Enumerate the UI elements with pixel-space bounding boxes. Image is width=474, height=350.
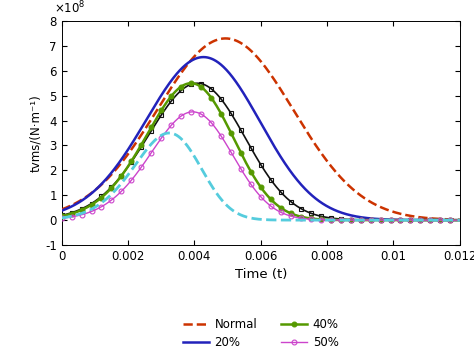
40%	[301, 215, 307, 219]
30%	[83, 204, 89, 209]
Normal	[402, 213, 408, 217]
Line: Normal: Normal	[62, 38, 460, 220]
20%	[457, 218, 463, 222]
50%	[361, 218, 367, 222]
Line: 60%: 60%	[62, 133, 460, 220]
20%	[291, 173, 296, 177]
Line: 30%: 30%	[60, 81, 462, 222]
Line: 20%: 20%	[62, 57, 460, 220]
30%	[301, 208, 307, 212]
20%	[201, 55, 207, 59]
Normal	[223, 36, 228, 41]
50%	[190, 110, 195, 114]
Normal	[457, 218, 463, 222]
20%	[361, 216, 367, 220]
40%	[361, 218, 367, 222]
40%	[313, 217, 319, 221]
Normal	[59, 207, 64, 211]
60%	[402, 218, 408, 222]
60%	[83, 210, 89, 214]
30%	[402, 218, 408, 222]
50%	[83, 211, 89, 216]
60%	[59, 216, 64, 220]
30%	[313, 213, 319, 217]
Y-axis label: tvms/(N·m⁻¹): tvms/(N·m⁻¹)	[29, 94, 42, 172]
50%	[291, 215, 296, 219]
40%	[59, 214, 64, 218]
50%	[313, 217, 319, 222]
20%	[301, 186, 307, 190]
Normal	[291, 108, 296, 112]
20%	[59, 209, 64, 213]
40%	[188, 81, 194, 85]
60%	[166, 131, 172, 135]
Normal	[83, 195, 89, 199]
30%	[194, 81, 200, 85]
30%	[457, 218, 463, 222]
50%	[301, 217, 307, 221]
30%	[291, 202, 296, 206]
40%	[83, 206, 89, 210]
Normal	[313, 143, 319, 147]
40%	[402, 218, 408, 222]
40%	[291, 212, 296, 216]
50%	[59, 216, 64, 221]
50%	[457, 218, 463, 222]
X-axis label: Time (t): Time (t)	[235, 268, 287, 281]
40%	[457, 218, 463, 222]
50%	[402, 218, 408, 222]
60%	[301, 218, 307, 222]
Line: 40%: 40%	[59, 81, 462, 223]
60%	[313, 218, 319, 222]
60%	[361, 218, 367, 222]
30%	[361, 218, 367, 222]
20%	[83, 196, 89, 200]
Text: $\times10^8$: $\times10^8$	[54, 0, 85, 16]
20%	[313, 196, 319, 201]
Normal	[361, 196, 367, 200]
Legend: Normal, 20%, 30%, 40%, 50%, 60%: Normal, 20%, 30%, 40%, 50%, 60%	[178, 314, 344, 350]
30%	[59, 213, 64, 217]
Normal	[301, 125, 307, 129]
60%	[457, 218, 463, 222]
20%	[402, 218, 408, 222]
Line: 50%: 50%	[59, 110, 462, 223]
60%	[291, 218, 296, 222]
